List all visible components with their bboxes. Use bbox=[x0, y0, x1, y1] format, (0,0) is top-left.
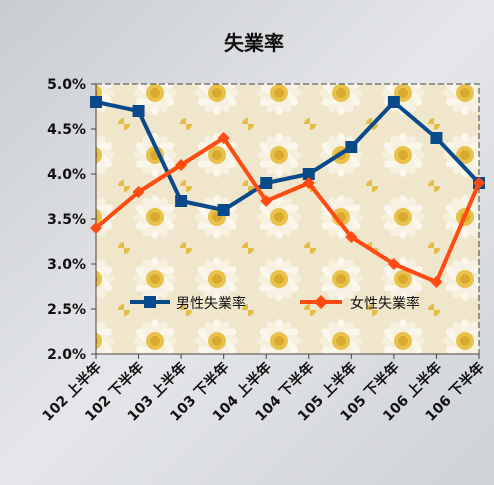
data-point-male bbox=[132, 105, 145, 117]
y-tick-label: 2.0% bbox=[47, 347, 86, 363]
y-tick-label: 4.0% bbox=[47, 167, 86, 183]
legend-label-female: 女性失業率 bbox=[350, 295, 420, 312]
data-point-male bbox=[430, 132, 443, 144]
y-axis-ticks: 5.0% 4.5% 4.0% 3.5% 3.0% 2.5% 2.0% bbox=[47, 77, 96, 363]
data-point-male bbox=[260, 177, 273, 189]
data-point-male bbox=[90, 96, 102, 108]
data-point-female bbox=[217, 132, 230, 144]
data-point-female bbox=[132, 186, 145, 198]
data-point-female bbox=[175, 159, 188, 171]
legend-marker-female-icon bbox=[314, 295, 328, 309]
series-line-female bbox=[94, 136, 481, 284]
y-tick-label: 3.5% bbox=[47, 212, 86, 228]
data-point-female bbox=[345, 231, 358, 243]
data-point-female bbox=[90, 222, 102, 234]
y-tick-label: 2.5% bbox=[47, 302, 86, 318]
series-line-male bbox=[95, 100, 481, 212]
legend-label-male: 男性失業率 bbox=[176, 295, 246, 312]
chart-title: 失業率 bbox=[224, 31, 284, 55]
y-tick-label: 3.0% bbox=[47, 257, 86, 273]
data-point-male bbox=[387, 96, 400, 108]
data-point-male bbox=[345, 141, 358, 153]
series-layer bbox=[90, 96, 485, 288]
data-point-female bbox=[430, 276, 443, 288]
data-point-female bbox=[387, 258, 400, 270]
data-point-male bbox=[217, 204, 230, 216]
legend-marker-male-icon bbox=[144, 296, 156, 308]
data-point-female bbox=[473, 177, 485, 189]
data-point-female bbox=[302, 177, 315, 189]
legend: 男性失業率 女性失業率 bbox=[130, 295, 420, 312]
plot-area bbox=[95, 83, 480, 355]
data-point-male bbox=[302, 168, 315, 180]
y-tick-label: 5.0% bbox=[47, 77, 86, 93]
y-tick-label: 4.5% bbox=[47, 122, 86, 138]
data-point-female bbox=[260, 195, 273, 207]
data-point-male bbox=[175, 195, 188, 207]
